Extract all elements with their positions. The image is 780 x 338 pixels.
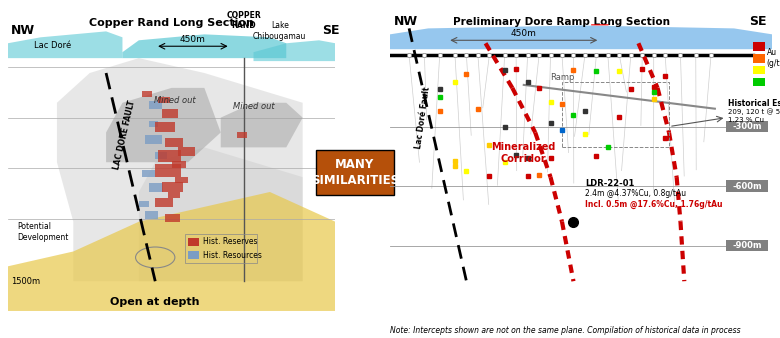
Text: Lac Doré Fault: Lac Doré Fault [413,86,431,149]
Text: COPPER
RAND: COPPER RAND [226,11,261,30]
Bar [168,192,179,198]
Bar [726,180,768,192]
Text: LAC DORÉ FAULT: LAC DORÉ FAULT [112,99,136,170]
Bar [753,66,764,74]
Bar [175,177,188,183]
Text: Open at depth: Open at depth [111,297,200,307]
Bar [185,234,257,263]
Text: Preliminary Dore Ramp Long Section: Preliminary Dore Ramp Long Section [453,17,671,27]
Text: Ramp: Ramp [551,73,575,82]
Bar [188,238,200,245]
Bar [188,251,200,259]
Bar [165,214,180,222]
Bar [155,164,182,177]
Text: Potential
Development: Potential Development [18,222,69,242]
Polygon shape [254,40,335,61]
Text: Mined out: Mined out [154,96,196,105]
Bar [562,82,669,147]
Text: SE: SE [750,16,767,28]
Text: 450m: 450m [511,29,537,38]
Bar [145,136,161,144]
Polygon shape [139,147,303,281]
Polygon shape [106,88,221,162]
Bar [149,121,158,126]
Bar [178,147,194,156]
Text: Lac Doré: Lac Doré [34,41,71,50]
Polygon shape [390,25,772,49]
Bar [145,211,158,219]
Text: 2.4m @4.37%Cu, 0.8g/tAu: 2.4m @4.37%Cu, 0.8g/tAu [585,189,686,198]
Text: SE: SE [322,24,340,37]
Bar [158,150,182,162]
Polygon shape [8,192,335,311]
Bar [161,109,178,118]
Bar [726,240,768,251]
Text: LDR-22-01: LDR-22-01 [585,179,634,188]
Bar [237,132,247,139]
Bar [161,182,183,192]
Text: MANY
SIMILARITIES: MANY SIMILARITIES [311,158,399,187]
Text: Copper Rand Long Section: Copper Rand Long Section [89,18,254,28]
Bar [139,201,149,207]
Bar [155,152,167,159]
FancyBboxPatch shape [317,150,393,195]
Text: -300m: -300m [732,122,762,131]
Text: Lake
Chibougamau: Lake Chibougamau [253,21,307,41]
Bar [142,91,152,97]
Text: 209, 120 t @ 5.4 g/t Au,
1.23 % Cu: 209, 120 t @ 5.4 g/t Au, 1.23 % Cu [729,108,780,123]
Bar [158,97,170,103]
Text: -600m: -600m [732,182,762,191]
Text: Incl. 0.5m @17.6%Cu, 1.76g/tAu: Incl. 0.5m @17.6%Cu, 1.76g/tAu [585,200,722,209]
Text: Hist. Resources: Hist. Resources [203,250,261,260]
Polygon shape [221,103,303,147]
Bar [165,139,183,147]
Bar [726,121,768,132]
Text: Mined out: Mined out [232,102,275,111]
Text: Mineralized
Corridor: Mineralized Corridor [491,142,556,164]
Polygon shape [57,58,303,281]
Bar [149,101,161,109]
Text: Hist. Reserves: Hist. Reserves [203,238,257,246]
Bar [155,122,175,132]
Bar [149,183,164,192]
Bar [753,42,764,51]
Polygon shape [8,31,122,58]
Text: 1500m: 1500m [11,277,41,286]
Bar [142,170,155,177]
Bar [155,198,173,207]
Text: Historical Estimate (1992): Historical Estimate (1992) [729,99,780,108]
Text: NW: NW [11,24,35,37]
Text: 450m: 450m [180,35,206,44]
Text: NW: NW [394,16,418,28]
Bar [753,54,764,63]
Text: -900m: -900m [732,241,762,250]
Text: Note: Intercepts shown are not on the same plane. Compilation of historical data: Note: Intercepts shown are not on the sa… [390,325,741,335]
Bar [172,161,186,168]
Polygon shape [122,34,286,58]
Text: Au
(g/t): Au (g/t) [767,48,780,68]
Bar [753,78,764,87]
